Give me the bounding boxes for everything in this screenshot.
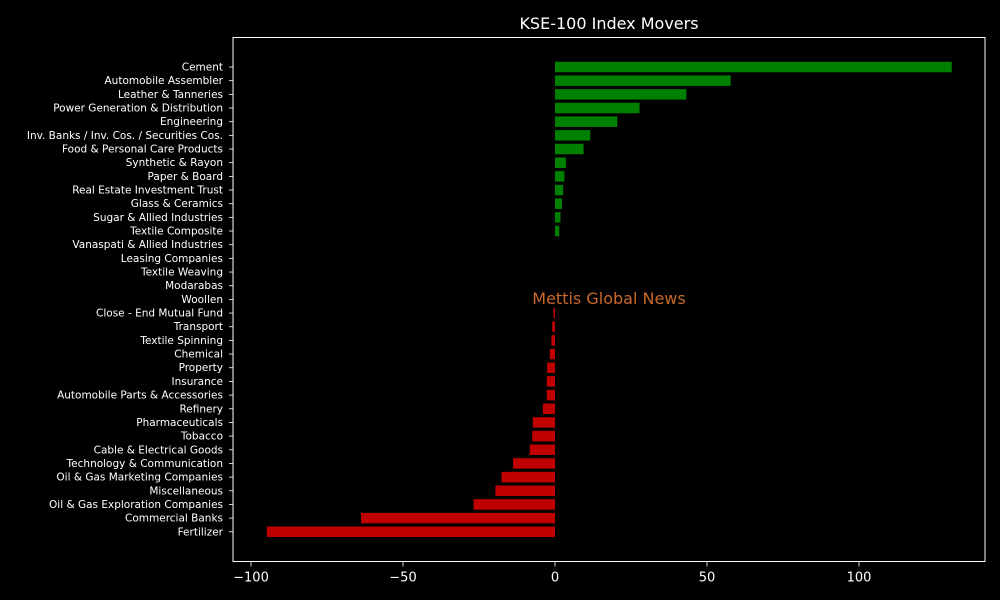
bar-real-estate-investment-trust <box>555 184 564 196</box>
bar-cement <box>555 61 952 73</box>
category-label-insurance: Insurance <box>171 376 223 388</box>
category-label-textile-composite: Textile Composite <box>129 226 223 238</box>
category-label-property: Property <box>179 362 223 374</box>
x-axis-ticks: −100 −50 0 50 100 <box>233 561 872 586</box>
bar-pharmaceuticals <box>532 417 555 428</box>
bar-automobile-parts-accessories <box>546 389 555 401</box>
bar-fertilizer <box>266 526 555 538</box>
x-tick-label: 0 <box>551 571 559 586</box>
category-label-commercial-banks: Commercial Banks <box>125 513 223 525</box>
category-label-automobile-parts-accessories: Automobile Parts & Accessories <box>57 390 223 402</box>
category-label-cement: Cement <box>182 62 223 74</box>
category-label-engineering: Engineering <box>160 116 223 128</box>
bar-textile-composite <box>555 225 560 237</box>
category-label-textile-spinning: Textile Spinning <box>139 335 223 347</box>
bar-miscellaneous <box>495 485 555 497</box>
bar-food-personal-care-products <box>555 143 584 155</box>
category-label-cable-electrical-goods: Cable & Electrical Goods <box>94 444 223 456</box>
bar-cable-electrical-goods <box>529 444 555 456</box>
x-tick-label: −100 <box>233 571 269 586</box>
category-label-paper-board: Paper & Board <box>148 171 223 183</box>
category-label-inv-banks-inv-cos-securities-cos: Inv. Banks / Inv. Cos. / Securities Cos. <box>27 130 223 142</box>
category-label-fertilizer: Fertilizer <box>178 526 224 538</box>
bar-tobacco <box>532 430 555 442</box>
chart-title: KSE-100 Index Movers <box>519 14 698 33</box>
category-label-oil-gas-exploration-companies: Oil & Gas Exploration Companies <box>49 499 223 511</box>
category-label-woollen: Woollen <box>181 294 223 306</box>
bar-commercial-banks <box>361 512 555 524</box>
category-label-synthetic-rayon: Synthetic & Rayon <box>126 157 223 169</box>
bars-group <box>266 61 952 538</box>
bar-textile-spinning <box>551 335 555 346</box>
category-label-vanaspati-allied-industries: Vanaspati & Allied Industries <box>72 239 223 251</box>
category-label-tobacco: Tobacco <box>180 431 223 443</box>
category-label-transport: Transport <box>173 321 223 333</box>
category-label-modarabas: Modarabas <box>165 280 223 292</box>
bar-insurance <box>546 376 555 387</box>
bar-technology-communication <box>513 458 555 469</box>
bar-glass-ceramics <box>555 198 562 209</box>
x-tick-label: 100 <box>847 571 872 586</box>
category-label-leasing-companies: Leasing Companies <box>121 253 223 265</box>
bar-oil-gas-marketing-companies <box>501 471 555 483</box>
category-label-glass-ceramics: Glass & Ceramics <box>131 198 223 210</box>
category-label-pharmaceuticals: Pharmaceuticals <box>136 417 223 429</box>
category-label-textile-weaving: Textile Weaving <box>140 267 223 279</box>
bar-inv-banks-inv-cos-securities-cos <box>555 130 591 141</box>
category-label-chemical: Chemical <box>174 349 223 361</box>
bar-close-end-mutual-fund <box>553 307 555 319</box>
bar-engineering <box>555 116 618 127</box>
category-label-food-personal-care-products: Food & Personal Care Products <box>62 144 223 156</box>
category-label-technology-communication: Technology & Communication <box>66 458 223 470</box>
watermark-text: Mettis Global News <box>532 289 685 308</box>
bar-oil-gas-exploration-companies <box>473 499 555 510</box>
bar-power-generation-distribution <box>555 102 640 114</box>
category-label-miscellaneous: Miscellaneous <box>149 485 223 497</box>
category-label-close-end-mutual-fund: Close - End Mutual Fund <box>96 308 223 320</box>
category-label-power-generation-distribution: Power Generation & Distribution <box>53 103 223 115</box>
bar-refinery <box>542 403 555 414</box>
bar-synthetic-rayon <box>555 157 566 168</box>
bar-chemical <box>549 348 555 360</box>
x-tick-label: 50 <box>699 571 716 586</box>
category-label-refinery: Refinery <box>179 403 223 415</box>
category-label-automobile-assembler: Automobile Assembler <box>105 75 224 87</box>
x-tick-label: −50 <box>389 571 416 586</box>
bar-sugar-allied-industries <box>555 212 561 223</box>
category-label-sugar-allied-industries: Sugar & Allied Industries <box>93 212 223 224</box>
category-label-oil-gas-marketing-companies: Oil & Gas Marketing Companies <box>56 472 223 484</box>
category-label-real-estate-investment-trust: Real Estate Investment Trust <box>72 185 223 197</box>
bar-leather-tanneries <box>555 89 687 100</box>
bar-transport <box>552 321 555 332</box>
bar-paper-board <box>555 171 565 182</box>
bar-property <box>547 362 555 373</box>
category-label-leather-tanneries: Leather & Tanneries <box>118 89 223 101</box>
bar-automobile-assembler <box>555 75 731 86</box>
